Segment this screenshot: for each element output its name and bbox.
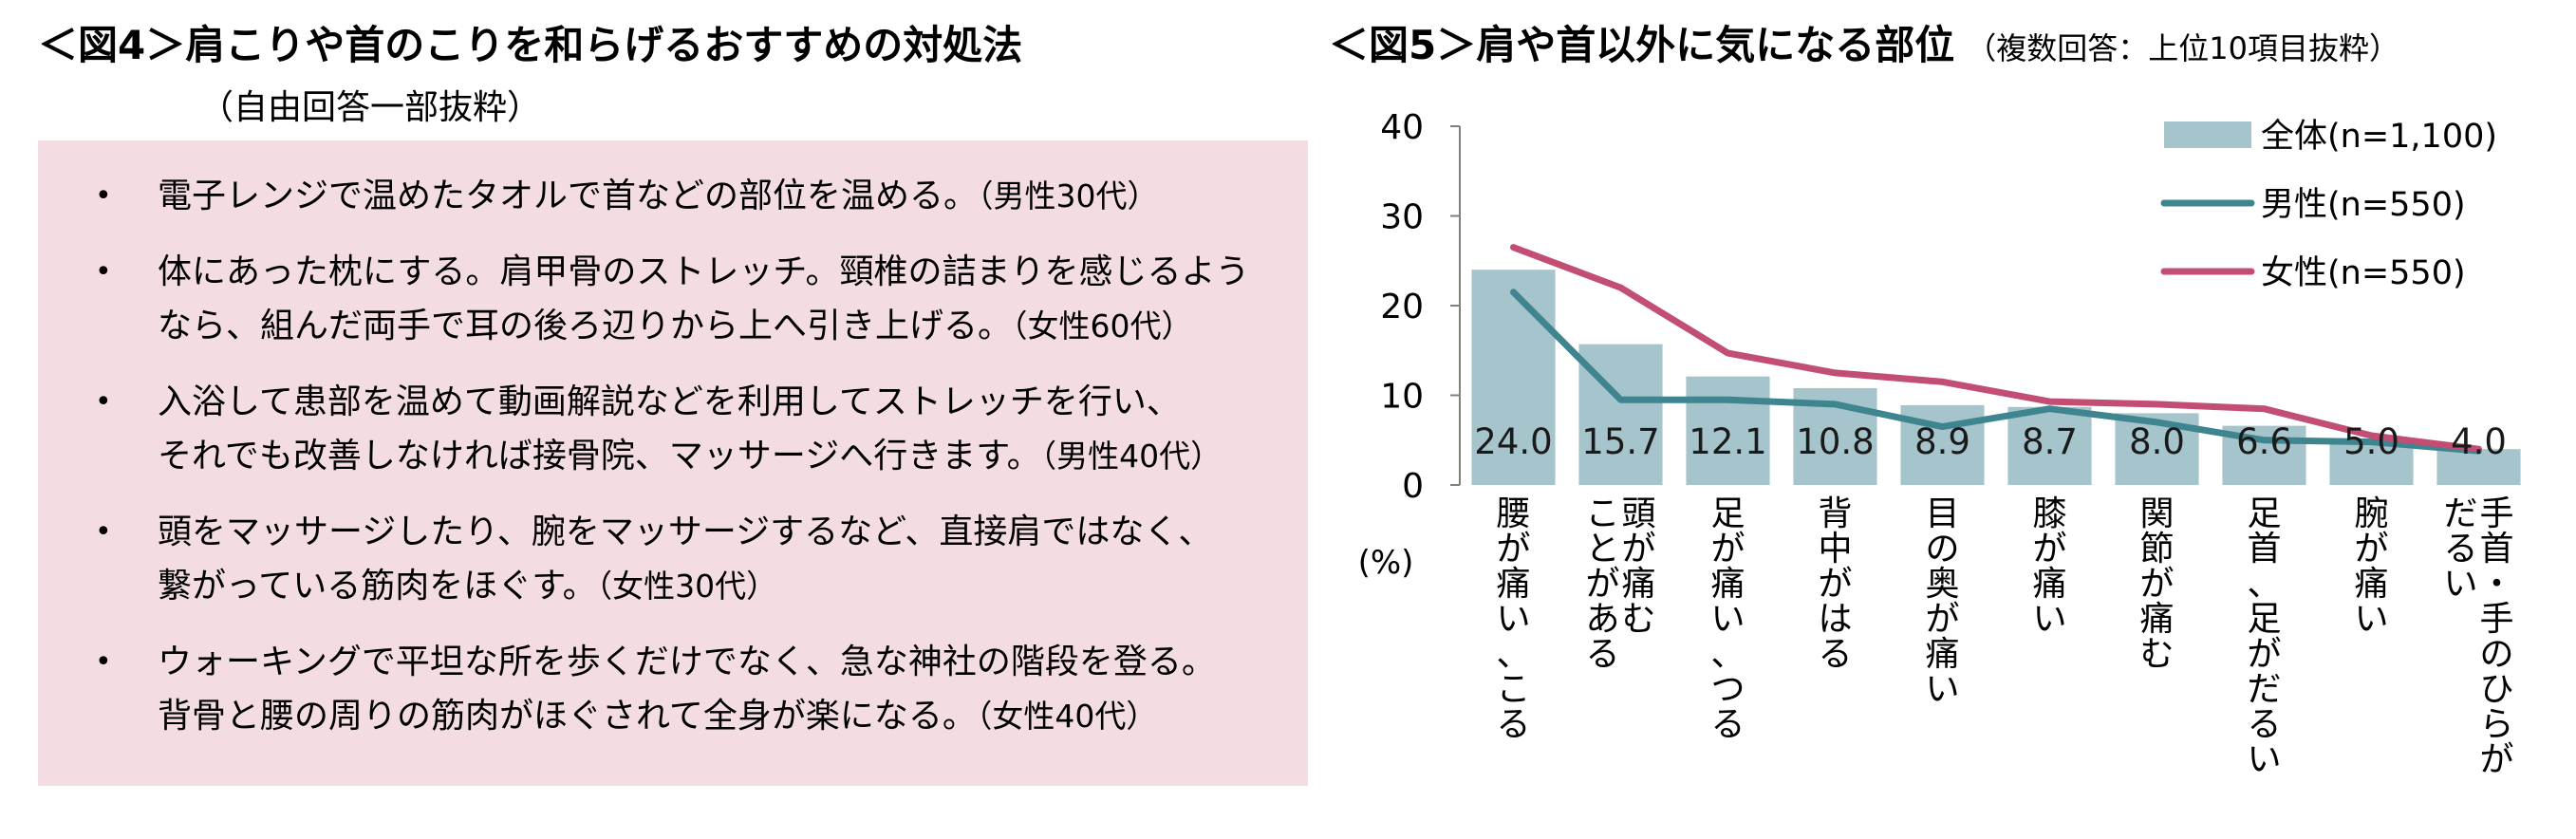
category-label: 膝が痛い: [2032, 494, 2066, 639]
chart-title: ＜図5＞肩や首以外に気になる部位: [1329, 22, 1955, 68]
list-item: • 頭をマッサージしたり、腕をマッサージするなど、直接肩ではなく、 繋がっている…: [95, 505, 1308, 613]
category-label: 頭が痛む: [1621, 494, 1655, 639]
bar: [2329, 439, 2414, 485]
chart-note: （複数回答：上位10項目抜粋）: [1966, 30, 2399, 66]
bar: [1578, 344, 1663, 485]
bar: [2436, 449, 2521, 485]
category-label: 腰が痛い、こる: [1496, 494, 1530, 744]
data-label: 8.7: [2022, 421, 2078, 462]
series-line: [1510, 244, 2482, 453]
advice-list: • 電子レンジで温めたタオルで首などの部位を温める。（男性30代） • 体にあっ…: [95, 169, 1308, 743]
bullet: •: [95, 255, 112, 289]
y-tick-label: 30: [1380, 198, 1424, 237]
data-label: 24.0: [1474, 421, 1552, 462]
advice-box: • 電子レンジで温めたタオルで首などの部位を温める。（男性30代） • 体にあっ…: [38, 140, 1308, 786]
legend-swatch: [2164, 121, 2251, 148]
list-item: • 入浴して患部を温めて動画解説などを利用してストレッチを行い、 それでも改善し…: [95, 375, 1308, 483]
list-item: • 電子レンジで温めたタオルで首などの部位を温める。（男性30代）: [95, 169, 1308, 223]
data-label: 5.0: [2343, 421, 2399, 462]
legend-label: 女性(n=550): [2261, 254, 2466, 292]
bullet: •: [95, 515, 112, 549]
bar: [1471, 270, 1556, 485]
advice-line: それでも改善しなければ接骨院、マッサージへ行きます。（男性40代）: [158, 437, 1223, 475]
advice-line: 頭をマッサージしたり、腕をマッサージするなど、直接肩ではなく、: [158, 513, 1213, 551]
bar: [1686, 376, 1770, 485]
bullet: •: [95, 385, 112, 419]
figure-4: ＜図4＞肩こりや首のこりを和らげるおすすめの対処法 （自由回答一部抜粋） • 電…: [38, 22, 1308, 786]
advice-line: ウォーキングで平坦な所を歩くだけでなく、急な神社の階段を登る。: [158, 643, 1216, 681]
series-line: [1510, 289, 2482, 455]
figure-4-subtitle: （自由回答一部抜粋）: [199, 88, 542, 127]
bar: [2007, 406, 2092, 485]
respondent-tag: （男性40代）: [1040, 438, 1223, 475]
category-label: 手首・手のひらが: [2479, 494, 2513, 779]
respondent-tag: （女性60代）: [1012, 308, 1193, 345]
advice-line: 入浴して患部を温めて動画解説などを利用してストレッチを行い、: [158, 382, 1181, 421]
data-label: 15.7: [1581, 421, 1659, 462]
category-label: 足首、足がだるい: [2247, 494, 2281, 779]
y-tick-label: 0: [1402, 467, 1424, 506]
category-label: 腕が痛い: [2354, 494, 2388, 639]
figure-5-title: ＜図5＞肩や首以外に気になる部位 （複数回答：上位10項目抜粋）: [1329, 13, 2399, 71]
category-label: だるい: [2443, 494, 2477, 604]
advice-line: 体にあった枕にする。肩甲骨のストレッチ。頸椎の詰まりを感じるよう: [158, 252, 1250, 291]
legend-label: 男性(n=550): [2261, 186, 2466, 224]
category-label: 目の奥が痛い: [1925, 494, 1959, 709]
figure-4-title: ＜図4＞肩こりや首のこりを和らげるおすすめの対処法: [38, 22, 1023, 68]
data-label: 6.6: [2236, 421, 2292, 462]
category-label: 背中がはる: [1818, 494, 1852, 674]
bullet: •: [95, 645, 112, 679]
legend-label: 全体(n=1,100): [2261, 118, 2497, 156]
y-tick-label: 40: [1380, 108, 1424, 147]
y-tick-label: 10: [1380, 378, 1424, 417]
bar-line-chart: 0 10 20 30 40 (%) 24.0 15.7 12.1 10.8 8.9 8.7 8.0 6.6…: [1358, 108, 2521, 779]
figure-5: ＜図5＞肩や首以外に気になる部位 （複数回答：上位10項目抜粋） 0 10 20 30 4…: [1319, 0, 2576, 839]
respondent-tag: （女性40代）: [976, 698, 1158, 735]
advice-line: なら、組んだ両手で耳の後ろ辺りから上へ引き上げる。（女性60代）: [158, 307, 1193, 345]
category-label: ことがある: [1585, 494, 1619, 674]
category-label: 関節が痛む: [2139, 494, 2174, 674]
list-item: • ウォーキングで平坦な所を歩くだけでなく、急な神社の階段を登る。 背骨と腰の周…: [95, 635, 1308, 743]
bullet: •: [95, 179, 112, 213]
respondent-tag: （女性30代）: [596, 568, 778, 605]
data-label: 8.9: [1914, 421, 1970, 462]
list-item: • 体にあった枕にする。肩甲骨のストレッチ。頸椎の詰まりを感じるよう なら、組ん…: [95, 245, 1308, 353]
data-label: 12.1: [1689, 421, 1766, 462]
data-label: 8.0: [2129, 421, 2185, 462]
advice-line: 繋がっている筋肉をほぐす。（女性30代）: [158, 567, 778, 606]
data-label: 10.8: [1796, 421, 1874, 462]
category-label: 足が痛い、つる: [1710, 494, 1745, 744]
respondent-tag: （男性30代）: [978, 177, 1159, 214]
advice-line: 背骨と腰の周りの筋肉がほぐされて全身が楽になる。（女性40代）: [158, 697, 1158, 736]
y-tick-label: 20: [1380, 288, 1424, 326]
data-label: 4.0: [2451, 421, 2507, 462]
y-axis-unit: (%): [1358, 544, 1414, 582]
advice-line: 電子レンジで温めたタオルで首などの部位を温める。（男性30代）: [158, 177, 1159, 215]
